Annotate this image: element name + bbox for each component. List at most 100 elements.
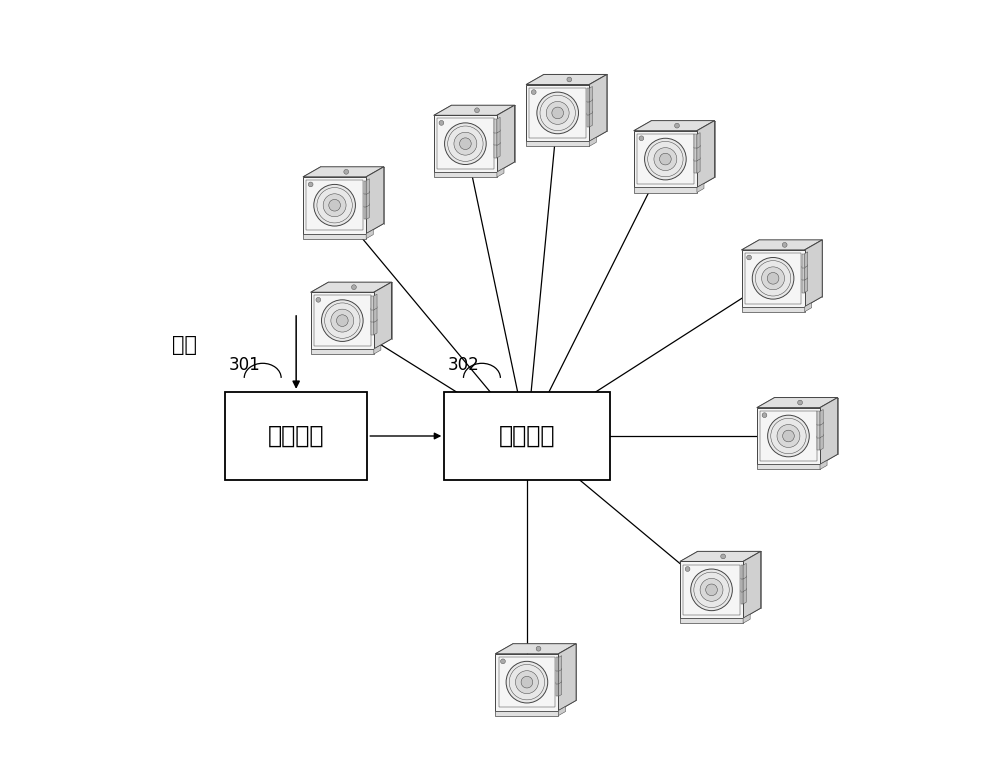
Polygon shape xyxy=(634,130,697,188)
Text: 发音模块: 发音模块 xyxy=(499,424,555,448)
Polygon shape xyxy=(741,577,743,591)
Circle shape xyxy=(752,258,794,299)
Circle shape xyxy=(439,120,444,125)
Polygon shape xyxy=(587,113,589,127)
Polygon shape xyxy=(820,435,823,450)
Circle shape xyxy=(762,267,785,290)
Polygon shape xyxy=(529,88,586,138)
Circle shape xyxy=(501,659,505,664)
Polygon shape xyxy=(558,644,576,710)
Circle shape xyxy=(660,154,671,165)
Polygon shape xyxy=(697,157,700,173)
Polygon shape xyxy=(743,615,750,623)
Polygon shape xyxy=(694,134,697,148)
Polygon shape xyxy=(680,561,743,618)
Circle shape xyxy=(506,662,548,703)
Polygon shape xyxy=(743,551,761,618)
Polygon shape xyxy=(558,681,562,696)
Circle shape xyxy=(536,646,541,651)
Polygon shape xyxy=(634,188,697,192)
Polygon shape xyxy=(497,142,500,158)
Polygon shape xyxy=(497,130,500,145)
Polygon shape xyxy=(743,576,746,591)
Polygon shape xyxy=(374,306,377,323)
Polygon shape xyxy=(802,254,805,268)
Polygon shape xyxy=(760,411,817,461)
Polygon shape xyxy=(374,282,392,349)
Text: 指示: 指示 xyxy=(172,334,197,354)
Polygon shape xyxy=(494,131,497,145)
Polygon shape xyxy=(556,682,558,696)
Polygon shape xyxy=(526,74,607,85)
Polygon shape xyxy=(802,266,805,280)
Polygon shape xyxy=(805,264,808,280)
Circle shape xyxy=(454,132,477,155)
Polygon shape xyxy=(434,105,515,115)
Polygon shape xyxy=(697,120,715,188)
Polygon shape xyxy=(820,460,827,469)
Polygon shape xyxy=(817,424,820,438)
Circle shape xyxy=(747,255,752,260)
Polygon shape xyxy=(820,422,823,438)
Polygon shape xyxy=(697,133,700,148)
Polygon shape xyxy=(757,398,838,408)
Bar xyxy=(444,391,610,480)
Circle shape xyxy=(546,101,569,124)
Polygon shape xyxy=(680,618,743,623)
Polygon shape xyxy=(366,229,373,239)
Polygon shape xyxy=(364,193,366,207)
Polygon shape xyxy=(311,349,374,354)
Polygon shape xyxy=(371,309,374,323)
Circle shape xyxy=(344,169,349,174)
Text: 接收模块: 接收模块 xyxy=(268,424,324,448)
Circle shape xyxy=(552,107,564,119)
Polygon shape xyxy=(497,117,500,133)
Polygon shape xyxy=(697,145,700,161)
Polygon shape xyxy=(742,250,805,306)
Polygon shape xyxy=(558,706,566,716)
Polygon shape xyxy=(683,564,740,615)
Polygon shape xyxy=(366,204,369,219)
Polygon shape xyxy=(558,655,562,672)
Circle shape xyxy=(768,415,809,457)
Polygon shape xyxy=(589,111,592,127)
Polygon shape xyxy=(371,321,374,335)
Polygon shape xyxy=(743,588,746,604)
Polygon shape xyxy=(589,99,592,114)
Circle shape xyxy=(721,554,726,559)
Polygon shape xyxy=(303,167,384,177)
Polygon shape xyxy=(366,179,369,195)
Polygon shape xyxy=(697,184,704,192)
Circle shape xyxy=(691,569,732,611)
Polygon shape xyxy=(805,252,808,268)
Circle shape xyxy=(323,194,346,217)
Polygon shape xyxy=(371,296,374,310)
Polygon shape xyxy=(303,177,366,234)
Polygon shape xyxy=(437,118,494,169)
Polygon shape xyxy=(587,88,589,102)
Circle shape xyxy=(308,182,313,187)
Polygon shape xyxy=(817,411,820,425)
Polygon shape xyxy=(495,644,576,654)
Circle shape xyxy=(515,671,538,693)
Polygon shape xyxy=(637,134,694,185)
Circle shape xyxy=(767,273,779,284)
Circle shape xyxy=(329,199,340,211)
Circle shape xyxy=(685,567,690,571)
Polygon shape xyxy=(589,86,592,102)
Circle shape xyxy=(336,315,348,327)
Polygon shape xyxy=(694,159,697,173)
Polygon shape xyxy=(311,293,374,349)
Circle shape xyxy=(475,108,479,113)
Polygon shape xyxy=(364,181,366,195)
Polygon shape xyxy=(494,119,497,133)
Polygon shape xyxy=(366,167,384,234)
Polygon shape xyxy=(364,205,366,219)
Polygon shape xyxy=(374,319,377,335)
Circle shape xyxy=(798,400,802,405)
Polygon shape xyxy=(558,668,562,684)
Polygon shape xyxy=(805,277,808,293)
Polygon shape xyxy=(757,408,820,465)
Circle shape xyxy=(567,77,572,82)
Polygon shape xyxy=(589,74,607,141)
